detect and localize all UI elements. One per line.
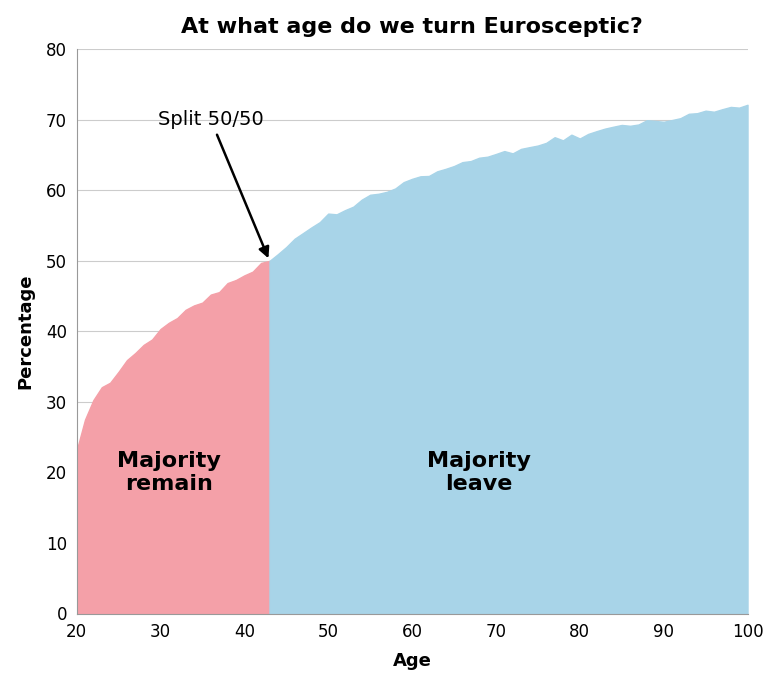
Text: Majority
remain: Majority remain — [117, 451, 221, 494]
Title: At what age do we turn Eurosceptic?: At what age do we turn Eurosceptic? — [181, 16, 643, 36]
X-axis label: Age: Age — [392, 653, 431, 671]
Text: Split 50/50: Split 50/50 — [158, 111, 268, 256]
Text: Majority
leave: Majority leave — [427, 451, 531, 494]
Y-axis label: Percentage: Percentage — [16, 273, 34, 389]
